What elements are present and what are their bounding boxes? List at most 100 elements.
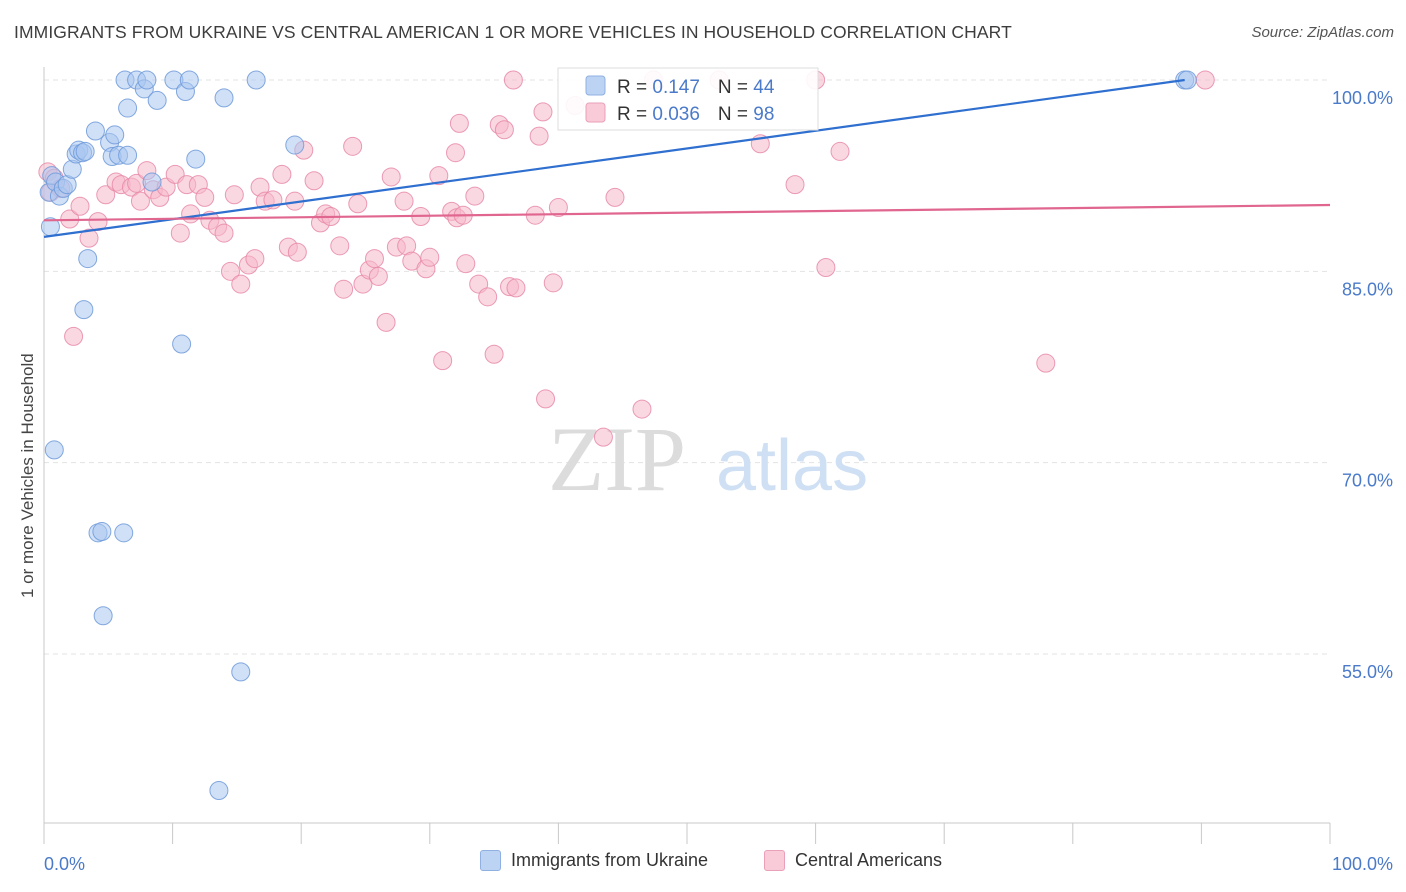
data-point-ukraine: [186, 149, 206, 169]
data-point-ukraine: [142, 172, 162, 192]
y-tick-label: 70.0%: [1342, 471, 1393, 491]
legend-box: R = 0.147 N = 44 R = 0.036 N = 98: [557, 67, 819, 131]
axes: [43, 67, 1331, 844]
data-point-ukraine: [92, 522, 112, 542]
data-point-ukraine: [74, 300, 94, 320]
y-tick-label: 55.0%: [1342, 662, 1393, 682]
data-point-central-americans: [478, 287, 498, 307]
data-point-central-americans: [70, 196, 90, 216]
data-point-central-americans: [368, 266, 388, 286]
data-point-central-americans: [533, 102, 553, 122]
data-point-central-americans: [214, 223, 234, 243]
chart-title: IMMIGRANTS FROM UKRAINE VS CENTRAL AMERI…: [14, 22, 1012, 42]
watermark-zip: ZIP: [548, 408, 686, 510]
data-point-ukraine: [85, 121, 105, 141]
data-point-central-americans: [503, 70, 523, 90]
y-tick-label: 85.0%: [1342, 279, 1393, 299]
data-point-central-americans: [96, 185, 116, 205]
data-point-central-americans: [484, 344, 504, 364]
legend-swatch-pink: [764, 850, 785, 871]
data-point-central-americans: [365, 249, 385, 269]
data-point-central-americans: [334, 279, 354, 299]
legend-stat: R = 0.036 N = 98: [617, 104, 774, 125]
data-point-central-americans: [330, 236, 350, 256]
y-axis-label: 1 or more Vehicles in Household: [18, 353, 37, 598]
data-point-ukraine: [93, 606, 113, 626]
legend-label-central-americans: Central Americans: [795, 850, 943, 870]
legend-item-ukraine: Immigrants from Ukraine: [480, 850, 708, 871]
data-point-central-americans: [785, 175, 805, 195]
data-point-ukraine: [114, 523, 134, 543]
data-point-central-americans: [130, 191, 150, 211]
data-point-central-americans: [304, 171, 324, 191]
watermark-atlas: atlas: [716, 426, 868, 506]
data-point-ukraine: [209, 780, 229, 800]
x-tick-label: 100.0%: [1332, 854, 1393, 874]
data-point-central-americans: [449, 113, 469, 133]
data-point-central-americans: [1036, 353, 1056, 373]
trend-line-central-americans: [43, 203, 1331, 222]
legend-swatch-blue: [480, 850, 501, 871]
data-point-central-americans: [272, 164, 292, 184]
y-tick-label: 100.0%: [1332, 88, 1393, 108]
data-point-ukraine: [78, 249, 98, 269]
data-point-central-americans: [231, 274, 251, 294]
data-point-central-americans: [220, 261, 240, 281]
data-point-central-americans: [88, 212, 108, 232]
data-point-central-americans: [456, 254, 476, 274]
data-point-central-americans: [433, 351, 453, 371]
data-point-ukraine: [75, 141, 95, 161]
trend-lines: [43, 78, 1331, 238]
data-point-ukraine: [118, 145, 138, 165]
data-point-central-americans: [1195, 70, 1215, 90]
legend-swatch: [585, 75, 606, 96]
data-point-ukraine: [285, 135, 305, 155]
tick-labels: 55.0% 70.0% 85.0% 100.0% 0.0% 100.0%: [44, 88, 1393, 874]
data-point-ukraine: [246, 70, 266, 90]
data-point-ukraine: [137, 70, 157, 90]
data-point-ukraine: [179, 70, 199, 90]
data-point-central-americans: [420, 247, 440, 267]
watermark: ZIP atlas: [548, 408, 868, 510]
data-point-central-americans: [830, 141, 850, 161]
source-label: Source: ZipAtlas.com: [1251, 24, 1394, 41]
data-point-ukraine: [231, 662, 251, 682]
data-point-central-americans: [348, 194, 368, 214]
data-point-central-americans: [548, 198, 568, 218]
data-point-central-americans: [170, 223, 190, 243]
data-point-central-americans: [381, 167, 401, 187]
data-point-central-americans: [376, 312, 396, 332]
data-point-central-americans: [224, 185, 244, 205]
legend-stat: R = 0.147 N = 44: [617, 77, 775, 98]
trend-line-ukraine: [43, 78, 1185, 238]
data-point-central-americans: [429, 166, 449, 186]
x-tick-label: 0.0%: [44, 854, 85, 874]
legend-item-central-americans: Central Americans: [764, 850, 942, 871]
data-point-central-americans: [195, 187, 215, 207]
data-point-ukraine: [105, 125, 125, 145]
data-point-central-americans: [446, 143, 466, 163]
data-point-central-americans: [181, 204, 201, 224]
data-point-central-americans: [816, 258, 836, 278]
data-point-ukraine: [214, 88, 234, 108]
data-point-ukraine: [172, 334, 192, 354]
data-point-central-americans: [465, 186, 485, 206]
data-point-central-americans: [593, 427, 613, 447]
data-point-central-americans: [506, 278, 526, 298]
data-point-central-americans: [529, 126, 549, 146]
data-point-central-americans: [536, 389, 556, 409]
data-point-central-americans: [543, 273, 563, 293]
gridlines: [44, 79, 1330, 655]
data-point-central-americans: [394, 191, 414, 211]
legend-label-ukraine: Immigrants from Ukraine: [511, 850, 709, 870]
data-point-central-americans: [79, 228, 99, 248]
legend-swatch: [585, 102, 606, 123]
data-point-central-americans: [287, 242, 307, 262]
data-point-central-americans: [632, 399, 652, 419]
data-point-central-americans: [64, 326, 84, 346]
data-point-ukraine: [147, 90, 167, 110]
data-point-central-americans: [343, 136, 363, 156]
data-point-central-americans: [494, 120, 514, 140]
data-point-ukraine: [44, 440, 64, 460]
